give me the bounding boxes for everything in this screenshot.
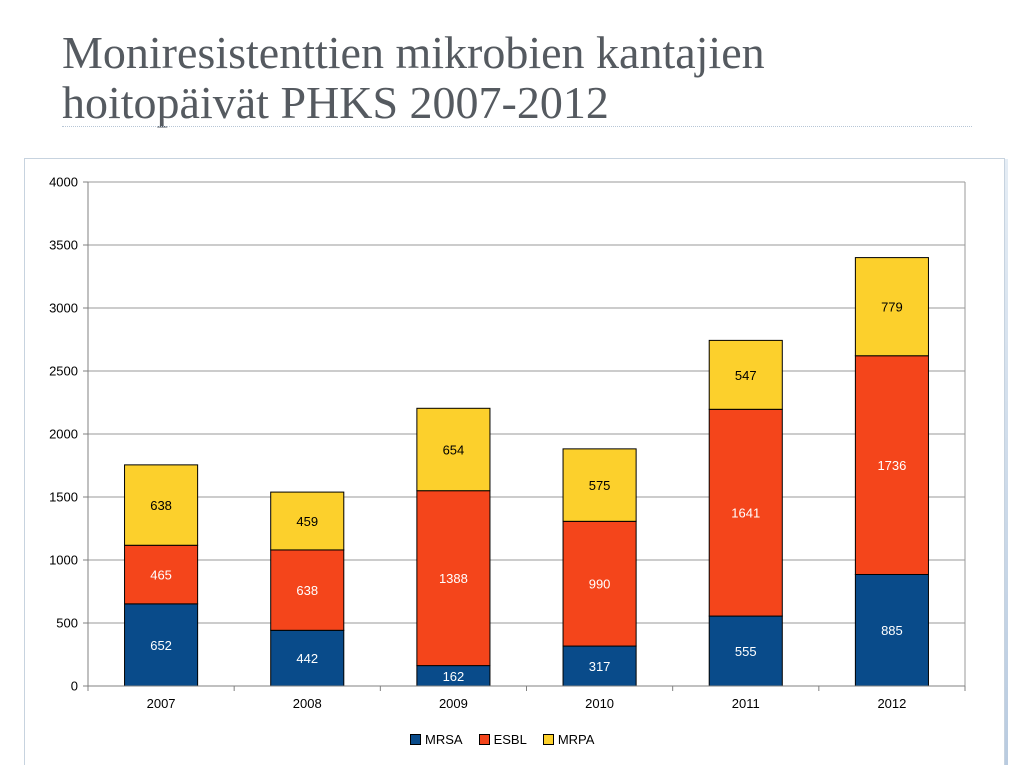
data-label-mrpa-2010: 575 xyxy=(589,478,611,493)
title-line-1: Moniresistenttien mikrobien kantajien xyxy=(62,27,765,78)
bar-mrpa-2012 xyxy=(854,257,929,357)
data-label-mrpa-2009: 654 xyxy=(443,442,465,457)
bar-mrpa-2007 xyxy=(124,464,199,546)
legend-swatch-mrsa xyxy=(410,733,421,745)
y-tick-label-2000: 2000 xyxy=(49,427,78,442)
legend-label-mrpa: MRPA xyxy=(557,731,595,747)
data-label-mrsa-2008: 442 xyxy=(296,651,318,666)
data-label-esbl-2011: 1641 xyxy=(731,506,760,521)
data-label-mrsa-2011: 555 xyxy=(735,644,757,659)
bar-esbl-2008 xyxy=(270,549,345,631)
bar-mrsa-2011 xyxy=(708,615,783,687)
data-label-esbl-2007: 465 xyxy=(150,568,172,583)
bar-mrpa-2009 xyxy=(416,407,491,492)
x-tick-label-2007: 2007 xyxy=(147,696,176,711)
slide-title: Moniresistenttien mikrobien kantajien ho… xyxy=(62,28,982,128)
legend-label-mrsa: MRSA xyxy=(425,731,463,747)
data-label-esbl-2012: 1736 xyxy=(877,458,906,473)
legend-label-esbl: ESBL xyxy=(493,731,527,747)
data-label-mrsa-2009: 162 xyxy=(443,669,465,684)
data-label-mrpa-2008: 459 xyxy=(296,514,318,529)
legend-swatch-esbl xyxy=(478,733,490,745)
bar-esbl-2010 xyxy=(562,520,637,647)
y-tick-label-2500: 2500 xyxy=(49,364,78,379)
data-label-mrpa-2007: 638 xyxy=(150,498,172,513)
y-tick-label-1500: 1500 xyxy=(49,490,78,505)
bar-esbl-2012 xyxy=(854,355,929,575)
bar-esbl-2009 xyxy=(416,490,491,667)
title-divider xyxy=(62,126,972,127)
bar-mrpa-2010 xyxy=(562,448,637,522)
x-tick-label-2010: 2010 xyxy=(585,696,614,711)
legend-item-mrpa: MRPA xyxy=(542,731,595,747)
legend-item-mrsa: MRSA xyxy=(410,732,463,747)
bar-mrsa-2008 xyxy=(270,629,345,687)
data-label-esbl-2010: 990 xyxy=(589,577,611,592)
bar-mrpa-2008 xyxy=(270,491,345,551)
x-tick-label-2009: 2009 xyxy=(439,696,468,711)
y-tick-label-1000: 1000 xyxy=(49,553,78,568)
x-tick-label-2008: 2008 xyxy=(293,696,322,711)
y-tick-label-500: 500 xyxy=(56,616,78,631)
y-tick-label-3500: 3500 xyxy=(49,238,78,253)
chart-legend: MRSA ESBL MRPA xyxy=(410,731,595,747)
y-tick-label-3000: 3000 xyxy=(49,301,78,316)
data-label-mrsa-2010: 317 xyxy=(589,659,611,674)
legend-item-esbl: ESBL xyxy=(478,731,527,747)
x-tick-label-2011: 2011 xyxy=(732,696,760,711)
x-tick-label-2012: 2012 xyxy=(877,696,906,711)
y-tick-label-0: 0 xyxy=(71,679,78,694)
bar-mrpa-2011 xyxy=(708,339,783,410)
bar-esbl-2011 xyxy=(708,408,783,617)
data-label-mrsa-2007: 652 xyxy=(150,638,172,653)
data-label-mrpa-2012: 779 xyxy=(881,300,903,315)
bar-mrsa-2012 xyxy=(854,573,929,687)
bar-mrsa-2007 xyxy=(124,603,199,687)
y-tick-label-4000: 4000 xyxy=(49,175,78,190)
data-label-mrsa-2012: 885 xyxy=(881,623,903,638)
legend-swatch-mrpa xyxy=(542,733,554,745)
data-label-mrpa-2011: 547 xyxy=(735,368,757,383)
title-line-2: hoitopäivät PHKS 2007-2012 xyxy=(62,77,609,128)
data-label-esbl-2009: 1388 xyxy=(439,571,468,586)
data-label-esbl-2008: 638 xyxy=(296,583,318,598)
